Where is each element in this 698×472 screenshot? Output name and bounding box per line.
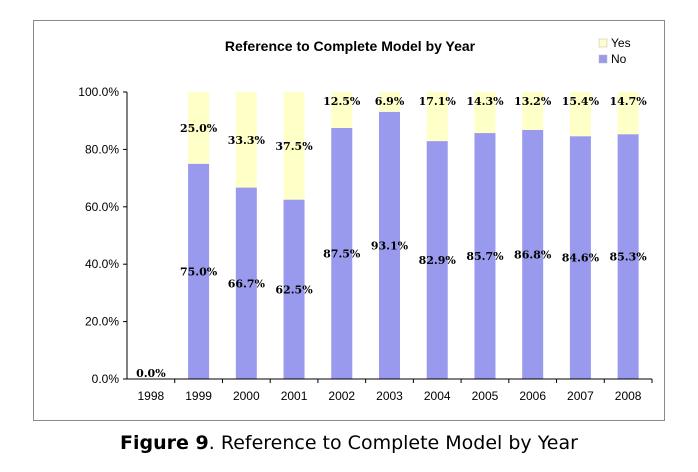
- x-tick-label: 1999: [185, 389, 212, 403]
- bar-no-2007: [569, 136, 591, 379]
- bar-yes-2002: [331, 92, 353, 128]
- legend-swatch-no: [598, 54, 608, 64]
- chart-frame: Reference to Complete Model by Year 0.0%…: [33, 20, 665, 421]
- data-label-no: 62.5%: [275, 283, 313, 296]
- chart-title: Reference to Complete Model by Year: [225, 38, 476, 54]
- x-tick-label: 1998: [138, 389, 165, 403]
- bar-yes-2000: [235, 92, 257, 188]
- data-label-no: 85.3%: [610, 251, 648, 264]
- bar-no-1999: [188, 163, 210, 379]
- y-tick-label: 80.0%: [85, 142, 119, 156]
- data-label-yes: 13.2%: [514, 95, 552, 108]
- bar-no-2003: [379, 111, 400, 379]
- x-tick-label: 2005: [472, 389, 499, 403]
- bar-yes-2001: [283, 92, 305, 200]
- legend-swatch-yes: [598, 38, 608, 48]
- x-tick-label: 2006: [519, 389, 546, 403]
- legend-label-no: No: [611, 52, 627, 66]
- bar-yes-2007: [569, 92, 591, 137]
- legend-label-yes: Yes: [611, 36, 631, 50]
- data-label-no: 86.8%: [514, 248, 552, 261]
- data-label-yes: 14.7%: [610, 95, 648, 108]
- x-tick-label: 2002: [328, 389, 355, 403]
- bar-yes-2006: [522, 92, 544, 130]
- bar-yes-2003: [379, 92, 400, 112]
- x-tick-label: 2003: [376, 389, 403, 403]
- data-label-no: 84.6%: [562, 252, 600, 265]
- bar-no-2005: [474, 133, 496, 379]
- data-label-yes: 15.4%: [562, 95, 600, 108]
- x-tick-label: 2000: [233, 389, 260, 403]
- bar-yes-1999: [188, 92, 210, 164]
- figure-caption-label: Figure 9: [120, 432, 209, 454]
- data-label-no: 85.7%: [466, 250, 504, 263]
- data-label-no: 82.9%: [419, 254, 457, 267]
- data-label-yes: 17.1%: [419, 95, 457, 108]
- figure-caption: Figure 9. Reference to Complete Model by…: [0, 432, 698, 454]
- data-label-yes: 33.3%: [228, 134, 266, 147]
- y-tick-label: 40.0%: [85, 257, 119, 271]
- data-label-no: 0.0%: [136, 367, 166, 380]
- data-label-no: 75.0%: [180, 265, 218, 278]
- y-tick-label: 20.0%: [85, 315, 119, 329]
- figure-caption-text: . Reference to Complete Model by Year: [208, 432, 578, 454]
- bar-no-2006: [522, 129, 544, 379]
- bar-yes-2008: [617, 92, 639, 135]
- y-tick-label: 100.0%: [78, 85, 119, 99]
- data-label-no: 66.7%: [228, 277, 266, 290]
- data-label-yes: 25.0%: [180, 122, 218, 135]
- y-tick-label: 0.0%: [92, 372, 120, 386]
- bar-yes-2005: [474, 92, 496, 134]
- data-label-yes: 14.3%: [466, 95, 504, 108]
- legend: Yes No: [598, 36, 631, 66]
- x-tick-label: 2008: [615, 389, 642, 403]
- bar-yes-2004: [426, 92, 448, 142]
- data-label-no: 87.5%: [323, 247, 361, 260]
- data-label-yes: 6.9%: [375, 95, 405, 108]
- x-tick-label: 2007: [567, 389, 594, 403]
- data-label-yes: 37.5%: [275, 140, 313, 153]
- bar-no-2008: [617, 134, 639, 379]
- bar-no-2000: [235, 187, 257, 379]
- data-label-no: 93.1%: [371, 239, 409, 252]
- x-tick-label: 2001: [281, 389, 308, 403]
- bar-no-2001: [283, 199, 305, 379]
- data-label-yes: 12.5%: [323, 95, 361, 108]
- bar-no-2004: [426, 141, 448, 379]
- stacked-bar-chart: Reference to Complete Model by Year 0.0%…: [78, 36, 653, 403]
- y-tick-label: 60.0%: [85, 200, 119, 214]
- bar-no-2002: [331, 127, 353, 379]
- x-tick-label: 2004: [424, 389, 451, 403]
